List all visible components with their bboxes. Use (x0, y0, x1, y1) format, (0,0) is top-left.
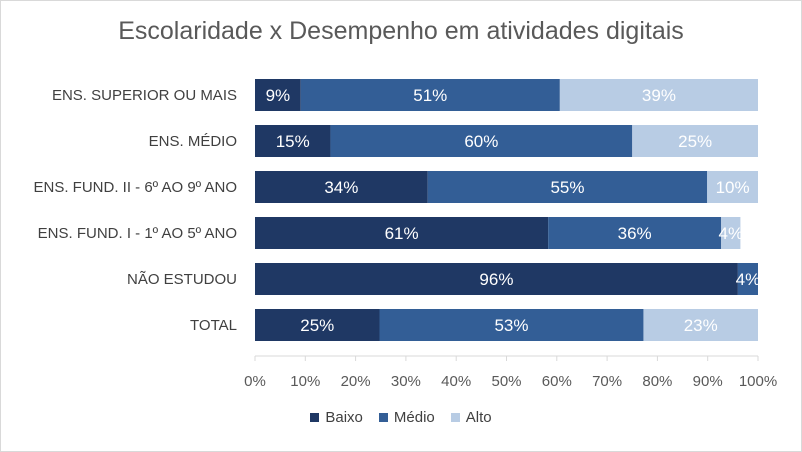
legend-item: Alto (450, 409, 492, 426)
data-label: 9% (266, 86, 291, 105)
bar-baixo-segment (255, 309, 380, 341)
x-tick-label: 70% (592, 373, 622, 390)
legend-swatch (378, 413, 388, 422)
data-label: 25% (300, 316, 334, 335)
bar-alto-segment (559, 79, 758, 111)
category-label: TOTAL (190, 317, 237, 334)
bar-baixo-segment (255, 79, 301, 111)
data-label: 25% (678, 132, 712, 151)
chart-title: Escolaridade x Desempenho em atividades … (118, 17, 684, 45)
bar-mdio-segment (427, 171, 708, 203)
x-tick-label: 0% (244, 373, 266, 390)
legend-swatch (310, 413, 320, 422)
data-label: 53% (494, 316, 528, 335)
data-label: 15% (276, 132, 310, 151)
legend-item: Baixo (310, 409, 363, 426)
bar-mdio-segment (548, 217, 722, 249)
data-label: 34% (324, 178, 358, 197)
bar-alto-segment (721, 217, 741, 249)
data-label: 39% (642, 86, 676, 105)
data-label: 60% (464, 132, 498, 151)
x-tick-label: 50% (491, 373, 521, 390)
bar-mdio-segment (737, 263, 758, 295)
data-label: 10% (716, 178, 750, 197)
data-label: 36% (618, 224, 652, 243)
data-label: 96% (479, 270, 513, 289)
legend-label: Alto (465, 409, 492, 426)
data-label: 23% (684, 316, 718, 335)
x-tick-label: 30% (391, 373, 421, 390)
legend: Baixo Médio Alto (1, 409, 801, 426)
category-label: NÃO ESTUDOU (127, 271, 237, 288)
x-tick-label: 80% (642, 373, 672, 390)
bar-baixo-segment (255, 217, 549, 249)
bar-mdio-segment (330, 125, 633, 157)
data-label: 61% (385, 224, 419, 243)
bar-mdio-segment (379, 309, 644, 341)
x-tick-label: 100% (739, 373, 777, 390)
bar-mdio-segment (300, 79, 560, 111)
legend-label: Baixo (325, 409, 363, 426)
data-label: 4% (736, 270, 761, 289)
x-tick-label: 90% (693, 373, 723, 390)
bar-alto-segment (643, 309, 758, 341)
category-label: ENS. MÉDIO (149, 133, 237, 150)
x-tick-label: 40% (441, 373, 471, 390)
legend-label: Médio (393, 409, 435, 426)
legend-swatch (450, 413, 460, 422)
x-tick-label: 20% (341, 373, 371, 390)
data-label: 55% (550, 178, 584, 197)
bar-alto-segment (707, 171, 758, 203)
x-tick-label: 10% (290, 373, 320, 390)
x-tick-label: 60% (542, 373, 572, 390)
category-label: ENS. SUPERIOR OU MAIS (52, 87, 237, 104)
data-label: 4% (718, 224, 743, 243)
bar-baixo-segment (255, 125, 331, 157)
category-label: ENS. FUND. I - 1º AO 5º ANO (38, 225, 237, 242)
bar-baixo-segment (255, 171, 428, 203)
data-label: 51% (413, 86, 447, 105)
bar-baixo-segment (255, 263, 738, 295)
legend-item: Médio (378, 409, 435, 426)
bar-alto-segment (632, 125, 758, 157)
category-label: ENS. FUND. II - 6º AO 9º ANO (33, 179, 237, 196)
